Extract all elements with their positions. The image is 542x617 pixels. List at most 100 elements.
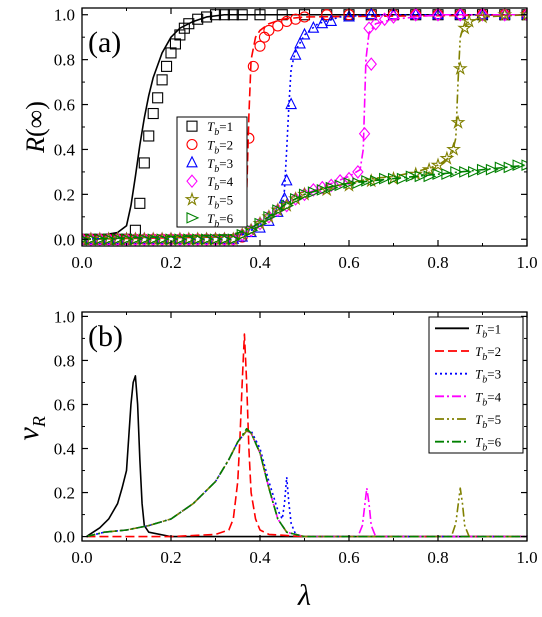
y-tick-label: 0.8	[54, 51, 75, 70]
series-4-point	[387, 10, 400, 24]
legend-label-sub: b	[214, 146, 219, 157]
series-3	[86, 430, 527, 538]
series-6-point	[263, 210, 277, 223]
series-5-line	[82, 13, 527, 241]
legend-entry: Tb=5	[435, 412, 501, 431]
series-6-point	[432, 168, 446, 181]
series-6-point	[298, 188, 312, 201]
series-6-point	[423, 170, 437, 183]
series-2-point	[247, 60, 259, 72]
series-3-line	[86, 430, 527, 538]
legend-entry: Tb=2	[435, 344, 501, 363]
series-6-point	[272, 204, 286, 216]
legend-label-var: T	[475, 367, 483, 382]
series-1	[86, 375, 527, 538]
series-6-point	[183, 233, 197, 246]
legend-label: Tb=5	[475, 412, 501, 431]
series-4-point	[343, 171, 355, 186]
y-tick-label: 0.2	[54, 185, 75, 204]
series-4-point	[369, 16, 382, 31]
series-6-point	[129, 233, 143, 246]
y-tick-label: 0.0	[54, 230, 75, 249]
series-6-point	[103, 233, 117, 246]
series-3-point	[432, 8, 444, 20]
legend-label-var: T	[475, 321, 483, 336]
series-4	[86, 430, 527, 538]
panel-a: 0.0 0.2 0.4 0.6 0.8 1.0 0.0 0.2 0.4 0.6 0.8 1.0 (a) R…	[21, 6, 538, 272]
series-6-point	[281, 199, 295, 212]
series-2-point	[263, 24, 275, 37]
series-1-line	[82, 13, 527, 236]
x-tick-label: 0.2	[160, 548, 181, 567]
legend-marker	[186, 155, 198, 168]
series-6-point	[387, 172, 401, 185]
legend-entry: Tb=5	[184, 191, 233, 212]
y-tick-label: 1.0	[54, 307, 75, 326]
legend-label: Tb=3	[475, 367, 501, 386]
series-1-point	[169, 38, 181, 50]
legend-label-value: =3	[487, 367, 501, 382]
x-tick-label: 0.4	[249, 253, 271, 272]
series-5-point	[446, 141, 462, 156]
series-6-point	[174, 233, 188, 246]
series-6-point	[201, 233, 214, 246]
series-6-point	[405, 170, 419, 183]
legend-label-value: =1	[487, 321, 501, 336]
series-6-point	[485, 163, 499, 176]
legend-label: Tb=5	[207, 193, 233, 212]
series-2-point	[298, 11, 311, 23]
series-6-point	[245, 224, 259, 237]
legend-label-value: =4	[487, 389, 501, 404]
series-1-point	[134, 197, 146, 209]
series-2	[86, 333, 527, 538]
legend-label-value: =4	[219, 174, 233, 189]
series-6	[82, 159, 527, 246]
series-6-point	[218, 233, 232, 246]
series-6-point	[521, 159, 527, 172]
series-3-point	[316, 16, 329, 29]
legend-label-sub: b	[214, 182, 219, 193]
x-tick-label: 1.0	[516, 548, 537, 567]
series-5-point	[421, 161, 437, 176]
series-1-point	[236, 9, 248, 21]
series-6-point	[290, 192, 303, 205]
series-3-point	[498, 8, 511, 20]
legend-entry: Tb=3	[435, 367, 501, 386]
panel-label: (a)	[88, 26, 121, 59]
legend-entry: Tb=4	[435, 389, 502, 408]
series-1-point	[218, 9, 230, 21]
series-2-line	[82, 13, 527, 241]
y-axis-title: R(∞)	[21, 101, 50, 154]
legend-label-value: =1	[219, 119, 233, 134]
legend-label: Tb=2	[207, 138, 233, 157]
legend-entry: Tb=6	[435, 435, 502, 454]
series-6-point	[379, 172, 392, 185]
series-1-line	[86, 375, 527, 538]
series-6-point	[468, 166, 481, 178]
x-tick-label: 0.0	[71, 253, 92, 272]
plot-area	[86, 333, 527, 538]
legend-label-value: =2	[487, 344, 501, 359]
series-4-line	[86, 430, 527, 538]
legend-label-var: T	[475, 412, 483, 427]
series-6-point	[503, 161, 517, 174]
series-1-point	[152, 92, 164, 104]
series-6-point	[94, 233, 108, 246]
series-1-point	[156, 74, 168, 86]
series-3-point	[294, 36, 306, 49]
legend-label-value: =2	[219, 138, 233, 153]
series-4-point	[378, 12, 391, 27]
legend-label-sub: b	[482, 329, 487, 340]
y-axis-title-sub: R	[29, 416, 49, 428]
series-6-point	[459, 166, 473, 178]
x-tick-label: 0.0	[71, 548, 92, 567]
series-2-point	[321, 9, 333, 21]
x-tick-label: 1.0	[516, 253, 537, 272]
series-5-point	[497, 8, 513, 22]
series-6-point	[192, 233, 206, 246]
legend-label-value: =5	[487, 412, 501, 427]
x-tick-label: 0.6	[338, 548, 359, 567]
y-tick-label: 0.6	[54, 96, 75, 115]
series-6-point	[316, 184, 330, 196]
